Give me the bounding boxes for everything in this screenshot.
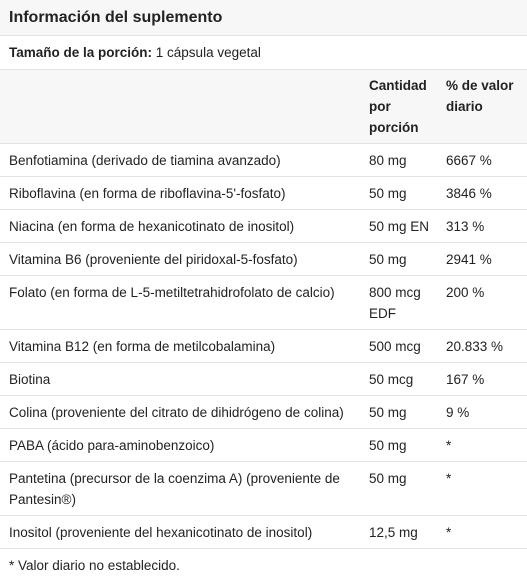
table-row: PABA (ácido para-aminobenzoico) 50 mg * (0, 428, 527, 462)
serving-label: Tamaño de la porción: (9, 45, 153, 60)
header-cell (0, 70, 360, 144)
table-body: Benfotiamina (derivado de tiamina avanza… (0, 143, 527, 549)
table-row: Benfotiamina (derivado de tiamina avanza… (0, 143, 527, 177)
table-row: Vitamina B6 (proveniente del piridoxal-5… (0, 242, 527, 276)
supplement-table: Cantidad por porción % de valor diario B… (0, 70, 527, 549)
daily-value: * (437, 515, 527, 549)
nutrient-name: Vitamina B12 (en forma de metilcobalamin… (0, 329, 360, 363)
serving-size: Tamaño de la porción: 1 cápsula vegetal (0, 36, 527, 70)
amount: 50 mcg (360, 362, 437, 396)
amount: 50 mg EN (360, 209, 437, 243)
amount: 50 mg (360, 461, 437, 516)
amount: 80 mg (360, 143, 437, 177)
nutrient-name: Biotina (0, 362, 360, 396)
nutrient-name: Benfotiamina (derivado de tiamina avanza… (0, 143, 360, 177)
footnote: * Valor diario no establecido. (9, 558, 180, 573)
nutrient-name: Pantetina (precursor de la coenzima A) (… (0, 461, 360, 516)
daily-value: 9 % (437, 395, 527, 429)
nutrient-name: Vitamina B6 (proveniente del piridoxal-5… (0, 242, 360, 276)
header-cell: Cantidad por porción (360, 70, 437, 144)
nutrient-name: Inositol (proveniente del hexanicotinato… (0, 515, 360, 549)
header-cell: % de valor diario (437, 70, 527, 144)
nutrient-name: PABA (ácido para-aminobenzoico) (0, 428, 360, 462)
title: Información del suplemento (0, 0, 527, 36)
table-row: Biotina 50 mcg 167 % (0, 362, 527, 396)
table-row: Pantetina (precursor de la coenzima A) (… (0, 461, 527, 516)
table-row: Vitamina B12 (en forma de metilcobalamin… (0, 329, 527, 363)
daily-value: 20.833 % (437, 329, 527, 363)
table-row: Colina (proveniente del citrato de dihid… (0, 395, 527, 429)
amount: 50 mg (360, 242, 437, 276)
amount: 50 mg (360, 176, 437, 210)
nutrient-name: Colina (proveniente del citrato de dihid… (0, 395, 360, 429)
daily-value: * (437, 461, 527, 516)
serving-value: 1 cápsula vegetal (155, 45, 261, 60)
table-row: Riboflavina (en forma de riboflavina-5'-… (0, 176, 527, 210)
amount: 12,5 mg (360, 515, 437, 549)
daily-value: 200 % (437, 275, 527, 330)
table-row: Inositol (proveniente del hexanicotinato… (0, 515, 527, 549)
nutrient-name: Riboflavina (en forma de riboflavina-5'-… (0, 176, 360, 210)
daily-value: 2941 % (437, 242, 527, 276)
daily-value: 3846 % (437, 176, 527, 210)
amount: 800 mcg EDF (360, 275, 437, 330)
daily-value: 167 % (437, 362, 527, 396)
table-row: Folato (en forma de L-5-metiltetrahidrof… (0, 275, 527, 330)
table-row: Niacina (en forma de hexanicotinato de i… (0, 209, 527, 243)
daily-value: 313 % (437, 209, 527, 243)
daily-value: * (437, 428, 527, 462)
nutrient-name: Niacina (en forma de hexanicotinato de i… (0, 209, 360, 243)
nutrient-name: Folato (en forma de L-5-metiltetrahidrof… (0, 275, 360, 330)
amount: 50 mg (360, 395, 437, 429)
table-header: Cantidad por porción % de valor diario (0, 70, 527, 144)
header-row: Cantidad por porción % de valor diario (0, 70, 527, 144)
daily-value: 6667 % (437, 143, 527, 177)
amount: 50 mg (360, 428, 437, 462)
amount: 500 mcg (360, 329, 437, 363)
